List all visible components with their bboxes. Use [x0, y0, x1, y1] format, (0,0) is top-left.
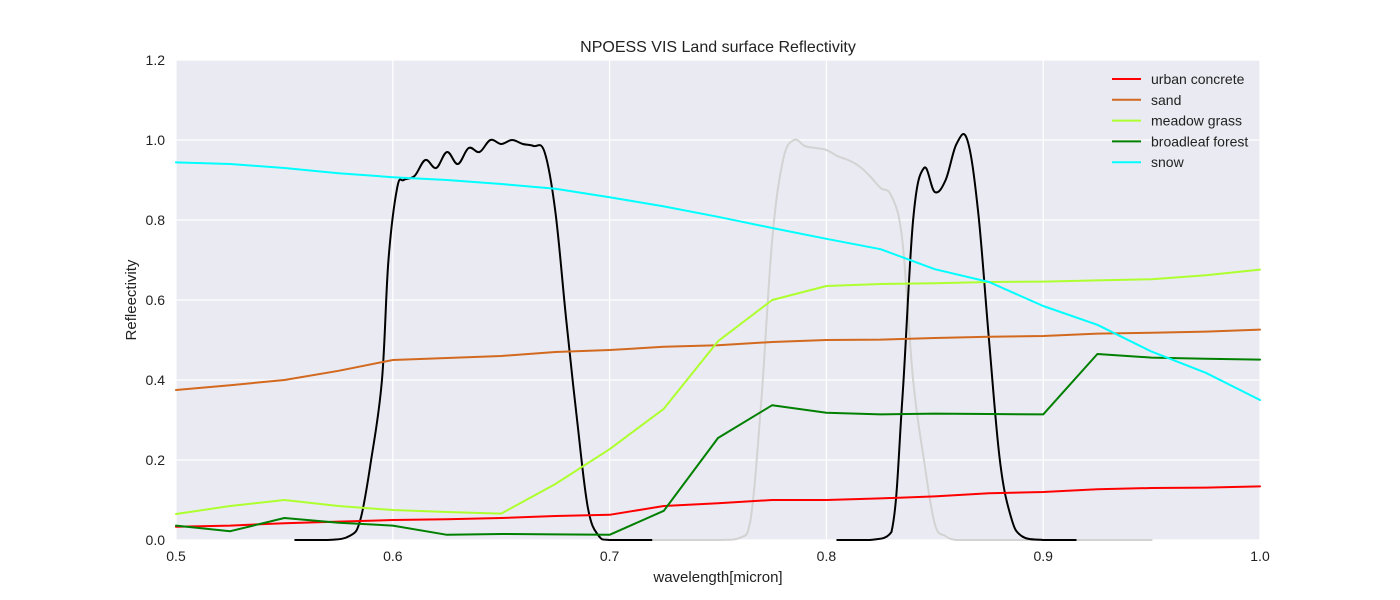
unlabeled-curve-1: [651, 138, 1153, 542]
series-line-snow: [175, 161, 1261, 401]
x-tick-label: 0.6: [383, 548, 403, 564]
legend-label-urban-concrete: urban concrete: [1151, 71, 1245, 87]
x-tick-label: 0.8: [817, 548, 837, 564]
unlabeled-curve-0: [294, 138, 654, 541]
y-tick-label: 1.0: [146, 132, 166, 148]
y-tick-label: 1.2: [146, 52, 166, 68]
y-tick-label: 0.2: [146, 452, 166, 468]
series-line-sand: [175, 328, 1261, 391]
x-axis-label: wavelength[micron]: [652, 569, 782, 586]
tick-labels: 0.5 0.6 0.7 0.8 0.9 1.0 0.0 0.2 0.4 0.6 0.8 1.0 1.2: [146, 52, 1270, 564]
legend-label-snow: snow: [1151, 154, 1185, 170]
y-tick-label: 0.8: [146, 212, 166, 228]
unlabeled-curve-2: [836, 132, 1077, 541]
x-tick-label: 0.7: [600, 548, 620, 564]
x-tick-label: 0.5: [166, 548, 186, 564]
unlabeled-curves: [294, 132, 1153, 542]
legend-label-sand: sand: [1151, 92, 1181, 108]
y-axis-label: Refleectivity: [123, 259, 140, 340]
legend-label-broadleaf-forest: broadleaf forest: [1151, 133, 1248, 149]
chart-title: NPOESS VIS Land surface Reflectivity: [580, 39, 856, 56]
series-lines: [175, 161, 1261, 536]
legend-label-meadow-grass: meadow grass: [1151, 113, 1242, 129]
series-line-broadleaf-forest: [175, 353, 1261, 536]
series-line-urban-concrete: [175, 485, 1261, 528]
x-tick-label: 1.0: [1250, 548, 1270, 564]
series-line-meadow-grass: [175, 268, 1261, 515]
x-tick-label: 0.9: [1033, 548, 1053, 564]
y-tick-label: 0.4: [146, 372, 166, 388]
y-tick-label: 0.0: [146, 532, 166, 548]
y-tick-label: 0.6: [146, 292, 166, 308]
legend: urban concrete sand meadow grass broadleaf …: [1112, 71, 1248, 170]
